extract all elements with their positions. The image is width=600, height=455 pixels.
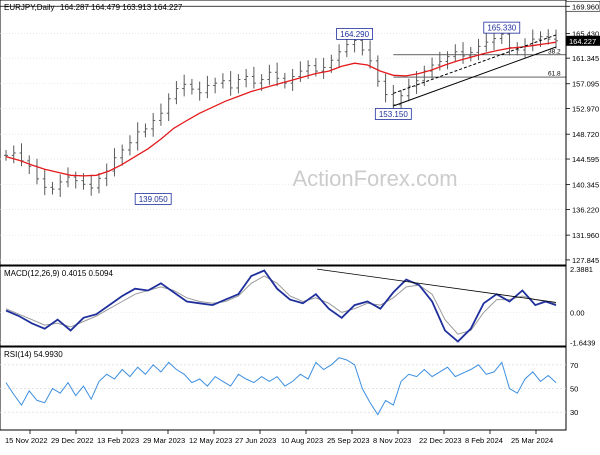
price-tick-label: 144.595: [572, 155, 599, 164]
macd-tick-label: -1.6439: [570, 338, 595, 347]
price-tick-label: 169.960: [572, 2, 599, 11]
macd-tick-label: 0.00: [570, 308, 585, 317]
current-price-label: 164.227: [569, 37, 596, 46]
price-label: 153.150: [379, 110, 408, 119]
watermark: ActionForex.com: [292, 166, 457, 191]
rsi-tick-label: 50: [570, 385, 578, 394]
x-tick-label: 8 Nov 2023: [373, 436, 411, 445]
price-label-box: [134, 193, 172, 205]
macd-panel-title: MACD(12,26,9) 0.4015 0.5094: [4, 269, 114, 278]
rsi-tick-label: 30: [570, 408, 578, 417]
macd-gridlines: [0, 268, 566, 343]
macd-panel-frame: [0, 265, 567, 347]
macd-line: [5, 269, 557, 343]
price-label-box: [483, 21, 521, 34]
x-tick-label: 10 Aug 2023: [281, 436, 323, 445]
current-price-tag: [566, 35, 600, 46]
price-tick-label: 165.430: [572, 30, 599, 39]
x-tick-label: 12 May 2023: [189, 436, 232, 445]
price-tick-label: 131.960: [572, 231, 599, 240]
x-tick-label: 27 Jun 2023: [235, 436, 276, 445]
x-tick-label: 29 Dec 2022: [51, 436, 94, 445]
price-tick-label: 157.095: [572, 80, 599, 89]
price-tick-label: 152.970: [572, 105, 599, 114]
price-tick-label: 136.220: [572, 205, 599, 214]
moving-average-line: [5, 41, 557, 177]
price-panel-frame: [0, 0, 567, 266]
price-label: 164.290: [340, 30, 369, 39]
x-tick-label: 25 Sep 2023: [327, 436, 370, 445]
x-tick-label: 15 Nov 2022: [5, 436, 48, 445]
price-annotations: 164.290 165.330 153.150 139.050 164.227: [134, 0, 600, 205]
channel-line: [393, 34, 557, 94]
fib-label: 61.8: [548, 71, 561, 78]
x-tick-label: 13 Feb 2023: [97, 436, 139, 445]
price-label-box: [374, 108, 412, 120]
price-gridlines: [0, 5, 566, 261]
support-trendline: [393, 46, 557, 107]
macd-tick-label: 2.3881: [570, 265, 593, 274]
price-label: 165.330: [487, 24, 516, 33]
price-tick-label: 161.345: [572, 54, 599, 63]
x-tick-label: 22 Dec 2023: [419, 436, 462, 445]
price-tick-label: 140.345: [572, 181, 599, 190]
price-label-box: [336, 28, 373, 40]
price-label: 139.050: [139, 195, 168, 204]
x-tick-label: 25 Mar 2024: [511, 436, 553, 445]
rsi-tick-label: 70: [570, 361, 578, 370]
x-tick-label: 29 Mar 2023: [143, 436, 185, 445]
price-tick-label: 127.845: [572, 256, 599, 265]
rsi-y-axis: 70 50 30: [570, 361, 578, 417]
x-tick-label: 8 Feb 2024: [465, 436, 503, 445]
date-x-axis: 15 Nov 2022 29 Dec 2022 13 Feb 2023 29 Mar …: [5, 430, 553, 445]
price-y-axis: 169.960 165.430 161.345 157.095 152.970 148.7…: [566, 2, 599, 265]
rsi-panel-title: RSI(14) 54.9930: [4, 350, 63, 359]
macd-y-axis: 2.3881 0.00 -1.6439: [570, 265, 595, 347]
price-panel-title: EURJPY,Daily: [4, 3, 55, 12]
macd-trendline: [317, 268, 557, 303]
ohlc-header: 164.287 164.479 163.913 164.227: [60, 3, 183, 12]
fib-label: 38.2: [548, 48, 561, 55]
price-tick-label: 148.720: [572, 130, 599, 139]
rsi-line: [5, 357, 557, 416]
